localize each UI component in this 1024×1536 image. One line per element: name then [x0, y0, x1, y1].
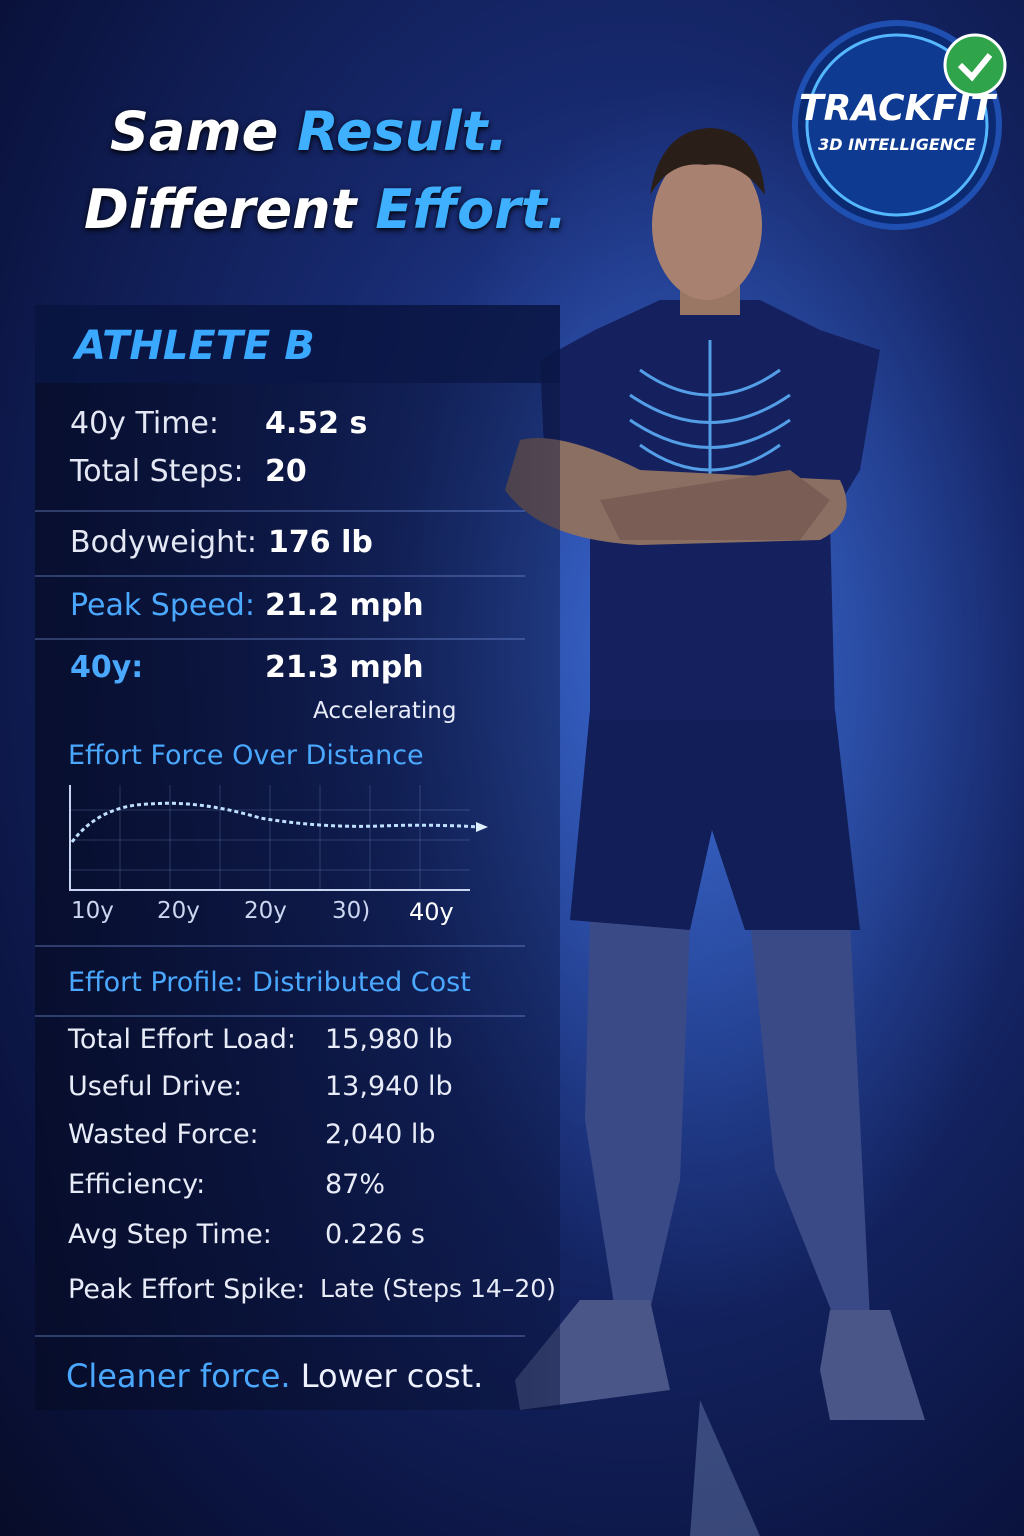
row-label: 40y:: [70, 650, 144, 685]
divider: [35, 945, 525, 947]
headline-accent: Effort.: [375, 178, 568, 241]
x-tick-label: 20y: [244, 898, 287, 924]
spike-label: Peak Effort Spike:: [68, 1274, 306, 1305]
divider: [35, 638, 525, 640]
chart-title: Effort Force Over Distance: [68, 740, 424, 771]
headline-text: Different: [84, 178, 357, 241]
row-label: Peak Speed:: [70, 588, 255, 623]
footer-text: Lower cost.: [300, 1357, 484, 1395]
badge-tagline: 3D INTELLIGENCE: [818, 135, 976, 154]
row-value: 176 lb: [268, 525, 373, 560]
x-tick-label: 40y: [409, 898, 454, 926]
stats-panel: [35, 305, 560, 1410]
row-value: 13,940 lb: [325, 1071, 453, 1102]
row-value: 0.226 s: [325, 1219, 425, 1250]
divider: [35, 1335, 525, 1337]
x-tick-label: 30): [332, 898, 371, 924]
panel-title: ATHLETE B: [75, 323, 315, 369]
divider: [35, 575, 525, 577]
headline-accent: Result.: [297, 100, 508, 163]
row-value: 87%: [325, 1169, 386, 1200]
row-label: Total Effort Load:: [68, 1024, 296, 1055]
effort-chart: [69, 785, 488, 891]
spike-value: Late (Steps 14–20): [320, 1274, 556, 1303]
row-value: 4.52 s: [265, 406, 368, 441]
row-label: 40y Time:: [70, 406, 219, 441]
panel-header: [35, 305, 560, 383]
row-value: 20: [265, 454, 307, 489]
divider: [35, 1015, 525, 1017]
row-label: Total Steps:: [70, 454, 244, 489]
badge: TRACKFIT 3D INTELLIGENCE: [792, 20, 1007, 230]
row-value: 15,980 lb: [325, 1024, 453, 1055]
headline-2: Different Effort.: [84, 183, 567, 237]
profile-title: Effort Profile: Distributed Cost: [68, 967, 471, 998]
headline-text: Same: [110, 100, 279, 163]
footer-accent: Cleaner force.: [66, 1357, 291, 1395]
row-value: 21.3 mph: [265, 650, 424, 685]
divider: [35, 510, 525, 512]
footer: Cleaner force. Lower cost.: [66, 1360, 483, 1392]
x-tick-label: 10y: [71, 898, 114, 924]
note: Accelerating: [313, 698, 457, 724]
row-label: Bodyweight:: [70, 525, 257, 560]
row-label: Wasted Force:: [68, 1119, 259, 1150]
badge-brand: TRACKFIT: [799, 88, 997, 129]
x-tick-label: 20y: [157, 898, 200, 924]
row-label: Efficiency:: [68, 1169, 206, 1200]
row-value: 2,040 lb: [325, 1119, 436, 1150]
row-label: Avg Step Time:: [68, 1219, 272, 1250]
headline-1: Same Result.: [110, 105, 508, 159]
row-value: 21.2 mph: [265, 588, 424, 623]
row-label: Useful Drive:: [68, 1071, 243, 1102]
